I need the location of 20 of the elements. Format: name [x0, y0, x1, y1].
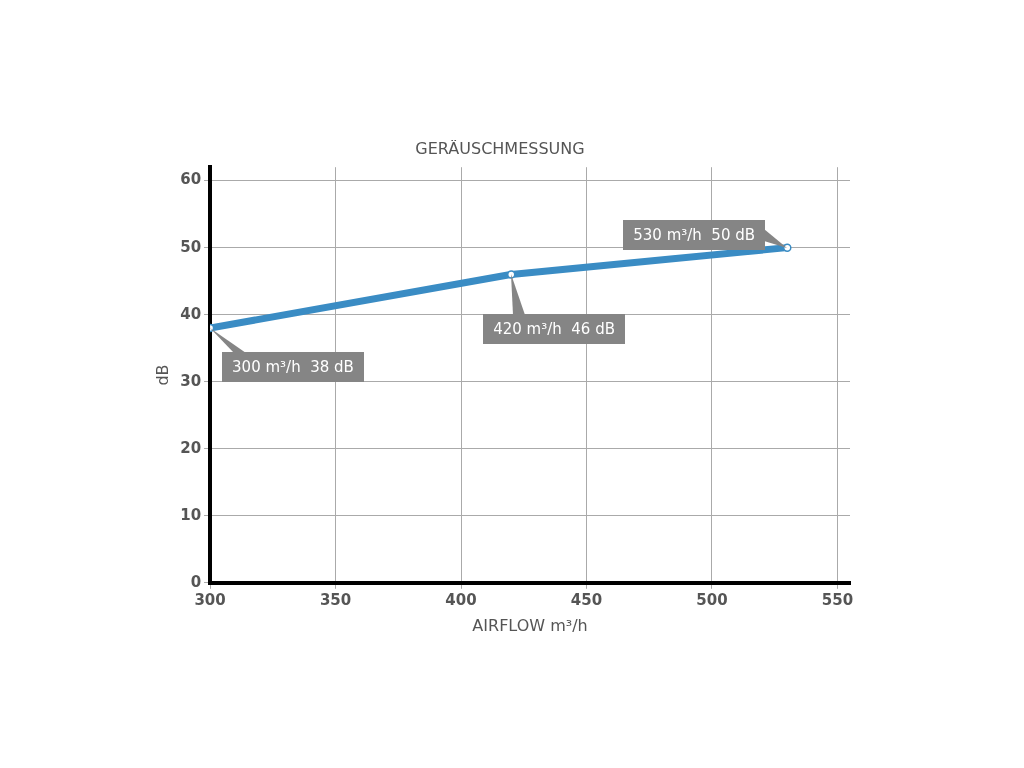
x-tick-label: 550: [821, 590, 854, 609]
point: [783, 243, 792, 252]
x-axis-title: AIRFLOW m³/h: [472, 615, 588, 635]
y-tick-label: 20: [180, 438, 202, 457]
annotation: 300 m³/h 38 dB: [222, 352, 364, 383]
annotation: 420 m³/h 46 dB: [483, 314, 625, 345]
y-tick-label: 0: [190, 572, 202, 591]
x-tick-label: 350: [319, 590, 352, 609]
y-axis-title: dB: [152, 364, 172, 386]
x-tick-label: 300: [194, 590, 226, 609]
y-tick-label: 50: [180, 237, 202, 256]
x-tick-label: 500: [696, 590, 728, 609]
x-tick-label: 450: [570, 590, 603, 609]
annotation: 530 m³/h 50 dB: [623, 219, 766, 250]
y-tick-label: 40: [180, 304, 202, 323]
y-tick-label: 30: [180, 371, 202, 390]
chart-title: GERÄUSCHMESSUNG: [415, 138, 585, 158]
y-tick-label: 10: [180, 505, 202, 524]
y-tick-label: 60: [180, 170, 202, 189]
x-tick-label: 400: [445, 590, 477, 609]
